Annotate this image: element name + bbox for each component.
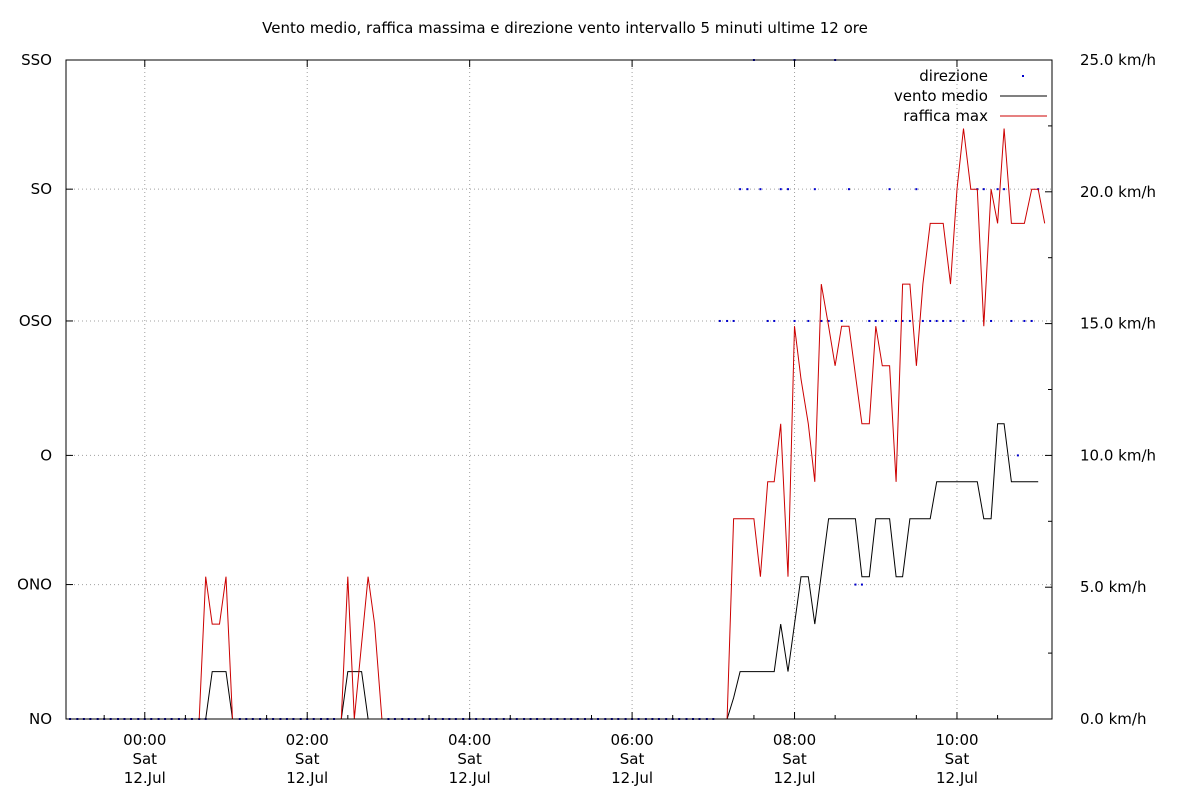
- direction-point: [874, 319, 877, 322]
- x-tick-day: Sat: [620, 750, 645, 768]
- grid-lines: [66, 59, 1052, 720]
- direction-point: [942, 319, 945, 322]
- direction-point: [990, 319, 993, 322]
- x-tick-day: Sat: [132, 750, 157, 768]
- direction-point: [854, 583, 857, 586]
- direction-point: [746, 188, 749, 191]
- direction-point: [1016, 454, 1019, 457]
- x-tick-date: 12.Jul: [936, 769, 978, 787]
- direction-point: [813, 188, 816, 191]
- series-line-1: [66, 423, 1039, 720]
- right-tick-label: 5.0 km/h: [1080, 578, 1146, 596]
- direction-point: [773, 319, 776, 322]
- right-tick-label: 0.0 km/h: [1080, 710, 1146, 728]
- direction-point: [982, 188, 985, 191]
- x-tick-time: 00:00: [123, 731, 166, 749]
- x-tick-date: 12.Jul: [449, 769, 491, 787]
- direction-point: [935, 319, 938, 322]
- left-tick-label: SSO: [21, 51, 52, 69]
- x-tick-time: 06:00: [610, 731, 653, 749]
- x-tick-time: 02:00: [286, 731, 329, 749]
- x-tick-day: Sat: [295, 750, 320, 768]
- direction-point: [860, 583, 863, 586]
- x-tick-time: 08:00: [773, 731, 816, 749]
- direction-point: [718, 319, 721, 322]
- direction-point: [929, 319, 932, 322]
- direction-point: [847, 188, 850, 191]
- x-tick-date: 12.Jul: [124, 769, 166, 787]
- direction-point: [888, 188, 891, 191]
- chart-title: Vento medio, raffica massima e direzione…: [262, 19, 868, 37]
- left-tick-label: ONO: [17, 576, 52, 594]
- x-tick-time: 04:00: [448, 731, 491, 749]
- left-tick-label: OSO: [19, 312, 52, 330]
- right-tick-label: 20.0 km/h: [1080, 183, 1156, 201]
- direction-point: [766, 319, 769, 322]
- left-tick-label: NO: [29, 710, 52, 728]
- x-tick-day: Sat: [457, 750, 482, 768]
- direction-point: [1030, 319, 1033, 322]
- direction-point: [827, 319, 830, 322]
- x-tick-day: Sat: [945, 750, 970, 768]
- legend: direzione vento medio raffica max: [894, 67, 1047, 125]
- direction-point: [915, 188, 918, 191]
- direction-point: [962, 319, 965, 322]
- axes: NO ONO O OSO SO SSO 0.0 km/h 5.0 km/h 10.0 km/h 1…: [17, 51, 1156, 787]
- direction-point: [1003, 188, 1006, 191]
- right-tick-label: 10.0 km/h: [1080, 446, 1156, 464]
- right-tick-label: 25.0 km/h: [1080, 51, 1156, 69]
- series-line-2: [66, 128, 1046, 720]
- series-layer: [66, 59, 1046, 720]
- x-tick-date: 12.Jul: [611, 769, 653, 787]
- direction-point: [949, 319, 952, 322]
- direction-point: [793, 319, 796, 322]
- legend-swatch-point: [1022, 75, 1024, 77]
- x-tick-date: 12.Jul: [774, 769, 816, 787]
- direction-point: [881, 319, 884, 322]
- direction-point: [759, 188, 762, 191]
- x-tick-day: Sat: [782, 750, 807, 768]
- direction-point: [901, 319, 904, 322]
- legend-label: raffica max: [903, 107, 988, 125]
- plot-frame: [65, 59, 1053, 720]
- direction-point: [921, 319, 924, 322]
- x-tick-date: 12.Jul: [286, 769, 328, 787]
- direction-point: [895, 319, 898, 322]
- legend-label: vento medio: [894, 87, 988, 105]
- direction-point: [726, 319, 729, 322]
- direction-point: [1023, 319, 1026, 322]
- direction-point: [996, 188, 999, 191]
- left-tick-label: O: [40, 446, 52, 464]
- right-tick-label: 15.0 km/h: [1080, 315, 1156, 333]
- direction-point: [807, 319, 810, 322]
- direction-point: [779, 188, 782, 191]
- direction-point: [840, 319, 843, 322]
- left-tick-label: SO: [31, 180, 52, 198]
- direction-point: [787, 188, 790, 191]
- direction-point: [868, 319, 871, 322]
- direction-point: [820, 319, 823, 322]
- legend-label: direzione: [919, 67, 988, 85]
- direction-point: [1010, 319, 1013, 322]
- direction-point: [739, 188, 742, 191]
- x-tick-time: 10:00: [935, 731, 978, 749]
- direction-point: [732, 319, 735, 322]
- direction-point: [908, 319, 911, 322]
